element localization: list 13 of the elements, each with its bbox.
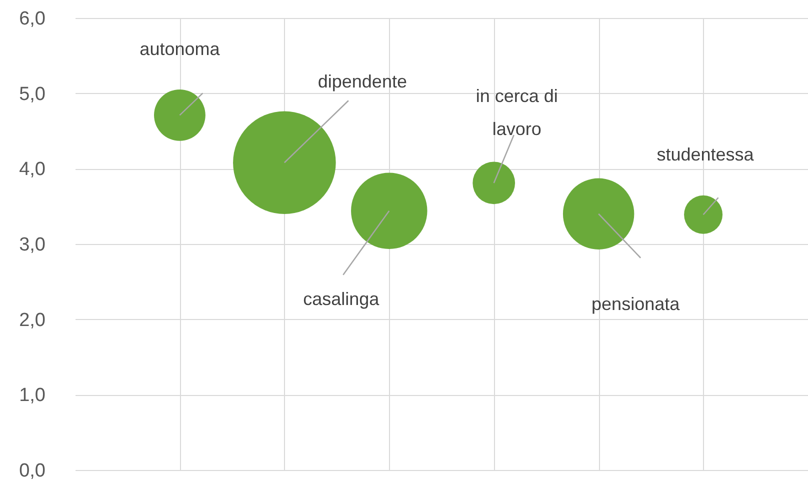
series-label: dipendente <box>318 72 407 92</box>
y-tick-label: 0,0 <box>19 460 46 482</box>
text: casalinga <box>303 288 380 309</box>
series-label: in cerca di lavoro <box>476 86 558 139</box>
y-tick-label: 4,0 <box>19 159 46 180</box>
text: studentessa <box>656 144 755 165</box>
y-tick-label: 1,0 <box>19 385 46 406</box>
y-tick-label: 2,0 <box>19 310 46 331</box>
text: autonoma <box>140 39 221 60</box>
y-tick-label: 5,0 <box>19 84 46 105</box>
y-tick-label: 6,0 <box>19 8 46 30</box>
y-tick-label: 3,0 <box>19 234 46 256</box>
text: pensionata <box>592 294 681 314</box>
